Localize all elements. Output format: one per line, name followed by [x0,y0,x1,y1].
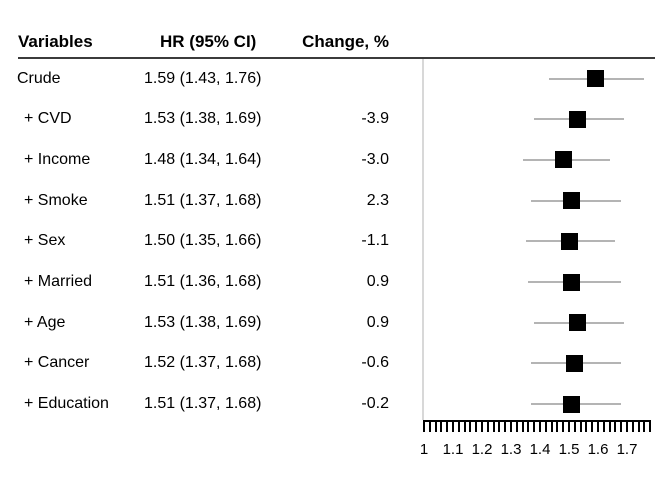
axis-tick [475,420,478,432]
column-header-change: Change, % [302,32,389,51]
axis-tick [527,420,530,432]
axis-tick [573,420,576,432]
axis-tick-label: 1.7 [616,441,638,458]
axis-tick [585,420,588,432]
axis-tick [597,420,599,432]
axis-tick [544,420,547,432]
header-divider-line [18,57,655,59]
axis-tick [556,420,559,432]
axis-tick-label: 1.4 [529,441,551,458]
row-change-value [300,69,389,89]
axis-tick [562,420,565,432]
hr-point-marker [554,151,572,169]
axis-tick [457,420,460,432]
row-change-value: -3.0 [361,150,389,168]
row-hr-ci-value: 1.51 (1.36, 1.68) [144,273,262,290]
axis-tick [463,420,466,432]
row-change-value: -0.6 [361,354,389,372]
hr-point-marker [586,70,604,87]
row-hr-ci-value: 1.51 (1.37, 1.68) [144,395,262,413]
hr-point-marker [563,192,581,210]
row-hr-ci-value: 1.59 (1.43, 1.76) [144,69,262,87]
row-variable-label: + Income [24,150,91,168]
axis-tick [614,420,617,432]
row-change-value: 0.9 [366,273,389,290]
axis-tick [423,420,425,432]
axis-tick-label: 1.1 [442,441,464,458]
row-change-value: -3.9 [361,110,389,128]
axis-tick [568,420,570,432]
axis-tick [539,420,541,432]
axis-tick [481,420,483,432]
axis-tick [446,420,449,432]
row-hr-ci-value: 1.50 (1.35, 1.66) [144,232,262,250]
row-change-value: -1.1 [361,232,389,250]
hr-point-marker [569,314,587,332]
axis-tick [626,420,628,432]
row-variable-label: + Education [24,395,109,413]
axis-tick [498,420,501,432]
column-header-variables: Variables [18,32,93,51]
axis-tick [550,420,553,432]
axis-tick [649,420,652,432]
axis-tick [591,420,594,432]
axis-tick [643,420,646,432]
axis-tick [631,420,634,432]
row-variable-label: + Age [24,313,66,331]
column-header-hr-ci: HR (95% CI) [160,32,257,51]
axis-tick [440,420,443,432]
axis-tick [579,420,582,432]
axis-tick-label: 1.2 [471,441,493,458]
axis-tick [608,420,611,432]
hr-point-marker [563,395,581,413]
row-hr-ci-value: 1.51 (1.37, 1.68) [144,191,262,209]
axis-tick [533,420,536,432]
row-variable-label: + Cancer [24,354,90,372]
axis-tick [469,420,472,432]
row-hr-ci-value: 1.53 (1.38, 1.69) [144,110,262,128]
axis-tick-label: 1.5 [558,441,580,458]
axis-tick [515,420,518,432]
row-variable-label: + Married [24,273,93,290]
axis-tick [637,420,640,432]
axis-tick [504,420,507,432]
hr-point-marker [560,232,578,250]
axis-tick-label: 1 [419,441,429,458]
row-hr-ci-value: 1.53 (1.38, 1.69) [144,313,262,331]
row-variable-label: + CVD [24,110,72,128]
row-change-value: 0.9 [366,313,389,331]
axis-tick [510,420,512,432]
row-change-value: 2.3 [366,191,389,209]
row-variable-label: + Sex [24,232,66,250]
row-hr-ci-value: 1.48 (1.34, 1.64) [144,150,262,168]
reference-line [422,59,424,420]
row-variable-label: Crude [17,69,61,87]
x-axis-line [423,420,651,422]
axis-tick-label: 1.3 [500,441,522,458]
axis-tick [434,420,437,432]
axis-tick-label: 1.6 [587,441,609,458]
row-change-value: -0.2 [361,395,389,413]
axis-tick [620,420,623,432]
axis-tick [521,420,524,432]
row-variable-label: + Smoke [24,191,88,209]
axis-tick [602,420,605,432]
hr-point-marker [563,273,581,291]
axis-tick [486,420,489,432]
row-hr-ci-value: 1.52 (1.37, 1.68) [144,354,262,372]
hr-point-marker [566,354,584,372]
axis-tick [428,420,431,432]
hr-point-marker [569,110,587,128]
axis-tick [452,420,454,432]
axis-tick [492,420,495,432]
